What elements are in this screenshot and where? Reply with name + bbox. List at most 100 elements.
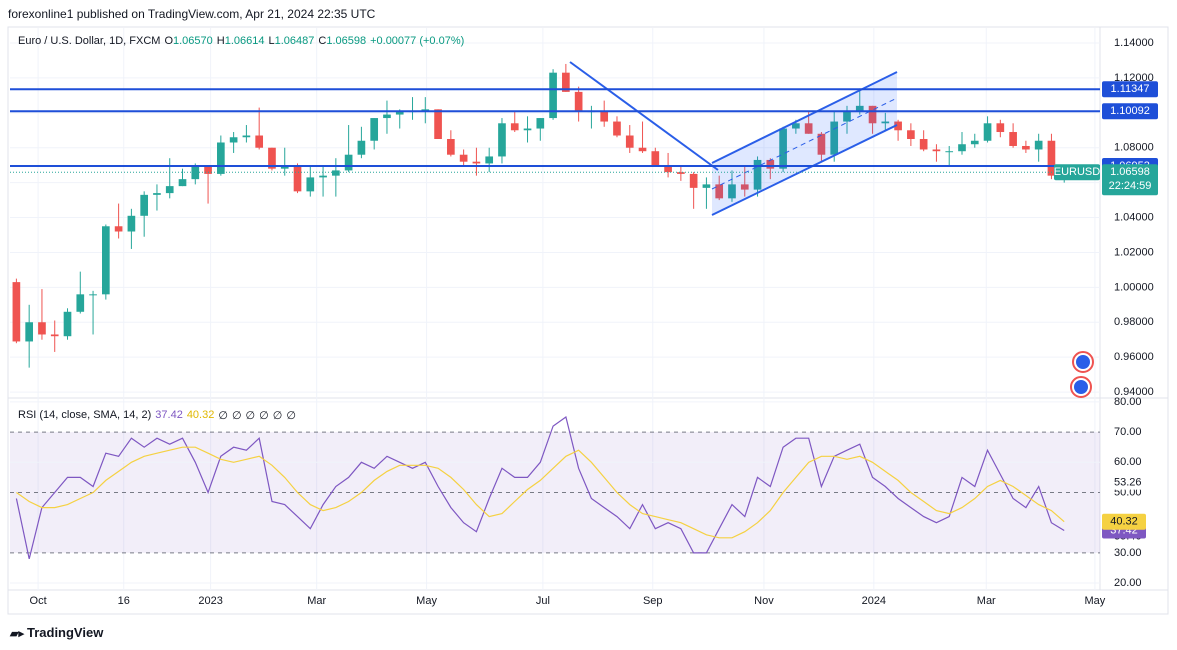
event-icon-inner xyxy=(1076,355,1090,369)
frame xyxy=(7,26,1169,615)
candle-body xyxy=(523,128,532,131)
candle-body xyxy=(76,294,85,312)
candle-body xyxy=(1047,140,1056,176)
symbol-tag xyxy=(1054,164,1100,181)
published: forexonline1 published on TradingView.co… xyxy=(8,7,376,21)
x-tick-label: Mar xyxy=(307,595,326,607)
candle-body xyxy=(191,165,200,180)
x-tick-label: Nov xyxy=(754,595,774,607)
candle-body xyxy=(958,144,966,152)
candle-body xyxy=(63,311,72,337)
candle-body xyxy=(779,128,787,169)
x-tick-label: Jul xyxy=(536,595,550,607)
drawings xyxy=(569,61,898,216)
symbol-title: Euro / U.S. Dollar, 1D, FXCM xyxy=(18,35,161,47)
candle-body xyxy=(907,130,915,139)
candle-body xyxy=(344,154,353,171)
y-tick-label: 70.00 xyxy=(1114,426,1142,438)
rsi-line xyxy=(15,416,1065,560)
candle-body xyxy=(702,184,711,188)
channel-line xyxy=(711,71,898,164)
price-legend: Euro / U.S. Dollar, 1D, FXCM O1.06570 H1… xyxy=(18,35,464,47)
x-tick-label: 16 xyxy=(118,595,130,607)
candle-body xyxy=(740,184,749,190)
candle-body xyxy=(50,334,59,337)
candle-body xyxy=(574,91,583,112)
y-tick-label: 60.00 xyxy=(1114,456,1142,468)
candle-body xyxy=(792,123,800,129)
candle-body xyxy=(447,139,455,155)
ohlc: H1.06614 xyxy=(217,35,265,47)
value-tag xyxy=(1102,513,1146,530)
x-tick-label: 2023 xyxy=(198,595,222,607)
y-tick-label: 0.96000 xyxy=(1114,351,1154,363)
candle-body xyxy=(894,121,902,131)
rsi-legend: RSI (14, close, SMA, 14, 2) 37.42 40.32 … xyxy=(18,409,296,422)
candle-body xyxy=(549,72,557,119)
ohlc-value: 1.06598 xyxy=(326,35,367,47)
brand-text: TradingView xyxy=(26,625,104,640)
candle-body xyxy=(332,170,340,176)
candle-body xyxy=(830,121,839,155)
candle-body xyxy=(485,156,494,164)
candle-body xyxy=(127,215,136,232)
rsi-title: RSI (14, close, SMA, 14, 2) xyxy=(18,409,152,421)
ohlc: O1.06570 xyxy=(164,35,212,47)
candle-body xyxy=(919,139,928,150)
candle-body xyxy=(383,114,391,119)
trend-line xyxy=(569,61,719,171)
candle-body xyxy=(996,123,1005,133)
candle-body xyxy=(715,184,724,199)
sma-line xyxy=(16,446,1065,539)
y-tick-label: 0.98000 xyxy=(1114,316,1154,328)
brand-logo: ▰▸ xyxy=(10,628,24,640)
candle-body xyxy=(498,123,506,157)
candle-body xyxy=(1009,132,1017,146)
axis-tag-bg xyxy=(1102,475,1158,490)
candle-body xyxy=(625,135,634,148)
candle-body xyxy=(89,294,97,296)
candle-body xyxy=(293,165,302,192)
candle-body xyxy=(217,142,225,174)
x-tick-label: Oct xyxy=(30,595,47,607)
x-tick-label: Mar xyxy=(977,595,996,607)
candle-body xyxy=(983,123,992,141)
y-tick-label: 1.00000 xyxy=(1114,281,1154,293)
symbol-label: EURUSD xyxy=(1054,166,1101,178)
candle-body xyxy=(536,118,545,129)
ohlc-key: O xyxy=(164,35,173,47)
value-tag-label: 40.32 xyxy=(1110,516,1138,528)
candle-body xyxy=(1022,145,1030,150)
candle-body xyxy=(357,140,366,155)
candle-body xyxy=(25,322,34,342)
candle-body xyxy=(868,105,877,124)
ohlc-key: L xyxy=(268,35,275,47)
candle-body xyxy=(843,111,851,122)
candle-body xyxy=(38,322,46,335)
event-icon-inner xyxy=(1074,380,1088,394)
candle-body xyxy=(434,109,442,139)
candle-body xyxy=(510,123,519,131)
y-tick-label: 20.00 xyxy=(1114,577,1142,589)
candle-body xyxy=(395,111,404,115)
ohlc: L1.06487 xyxy=(268,35,314,47)
candle-body xyxy=(728,184,736,199)
candle-body xyxy=(165,186,174,194)
candle-body xyxy=(114,226,123,232)
candle-body xyxy=(932,149,941,152)
y-tick-label: 1.12000 xyxy=(1114,72,1154,84)
sma-value: 40.32 xyxy=(186,409,215,421)
candle-body xyxy=(945,151,954,153)
candle-body xyxy=(804,123,813,134)
x-tick-label: Sep xyxy=(643,595,663,607)
last-price-label: 1.06598 xyxy=(1110,166,1150,178)
candle-body xyxy=(766,159,775,169)
ohlc: C1.06598 xyxy=(318,35,366,47)
candle-body xyxy=(229,137,238,143)
y-tick-label: 1.04000 xyxy=(1114,211,1154,223)
legend-icon: ∅ xyxy=(272,410,283,422)
candle-body xyxy=(102,226,110,295)
level-label: 1.11347 xyxy=(1111,83,1150,95)
candle-body xyxy=(268,147,276,169)
candle-body xyxy=(562,72,570,92)
